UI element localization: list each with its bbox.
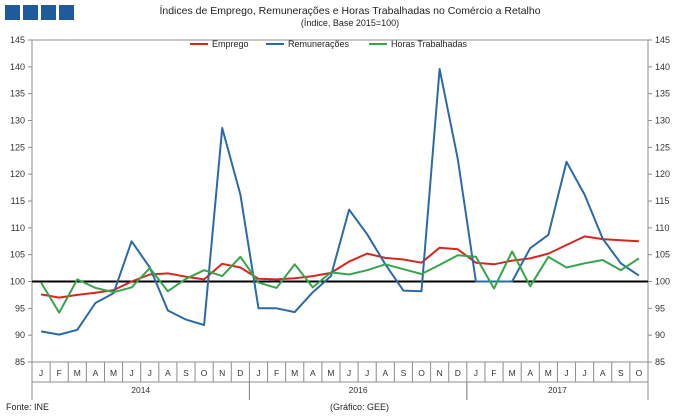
x-tick-label: D [237, 368, 243, 378]
x-tick-label: N [219, 368, 225, 378]
x-tick-label: J [582, 368, 586, 378]
y-tick-label-left: 115 [11, 196, 25, 206]
source-label: Fonte: INE [6, 402, 50, 412]
x-tick-label: J [347, 368, 351, 378]
y-tick-label-right: 135 [655, 89, 670, 99]
x-tick-label: J [365, 368, 369, 378]
y-tick-label-right: 145 [655, 35, 670, 45]
series-line-remunera-es [40, 68, 640, 336]
x-tick-label: M [545, 368, 552, 378]
x-tick-label: J [39, 368, 43, 378]
x-tick-label: S [618, 368, 624, 378]
legend-label: Horas Trabalhadas [391, 39, 468, 49]
x-tick-label: A [600, 368, 606, 378]
x-tick-label: F [491, 368, 496, 378]
x-tick-label: O [201, 368, 208, 378]
y-tick-label-left: 140 [10, 62, 25, 72]
x-tick-label: D [455, 368, 461, 378]
y-tick-label-right: 120 [655, 169, 670, 179]
chart-subtitle: (Índice, Base 2015=100) [300, 18, 400, 28]
logo-block-3 [41, 5, 56, 20]
series-line-horas-trabalhadas [40, 250, 640, 314]
y-tick-label-right: 115 [655, 196, 669, 206]
y-tick-label-right: 100 [655, 277, 670, 287]
x-tick-label: O [418, 368, 425, 378]
x-tick-label: F [274, 368, 279, 378]
y-tick-label-left: 120 [10, 169, 25, 179]
y-tick-label-left: 105 [10, 250, 25, 260]
y-tick-label-right: 140 [655, 62, 670, 72]
y-tick-label-right: 95 [655, 303, 665, 313]
legend-label: Emprego [212, 39, 249, 49]
y-tick-label-left: 110 [11, 223, 25, 233]
x-tick-label: J [130, 368, 134, 378]
x-year-label: 2017 [548, 385, 567, 395]
x-tick-label: M [327, 368, 334, 378]
y-tick-label-right: 85 [655, 357, 665, 367]
credit-label: (Gráfico: GEE) [330, 402, 390, 412]
x-tick-label: A [165, 368, 171, 378]
y-tick-label-left: 130 [10, 116, 25, 126]
x-tick-label: J [564, 368, 568, 378]
y-tick-label-left: 135 [10, 89, 25, 99]
x-tick-label: A [527, 368, 533, 378]
y-tick-label-left: 100 [10, 277, 25, 287]
x-tick-label: O [636, 368, 643, 378]
logo-block-4 [59, 5, 74, 20]
x-tick-label: S [401, 368, 407, 378]
y-tick-label-left: 95 [15, 303, 25, 313]
x-tick-label: M [291, 368, 298, 378]
y-tick-label-right: 90 [655, 330, 665, 340]
x-tick-label: N [437, 368, 443, 378]
x-tick-label: F [57, 368, 62, 378]
x-tick-label: M [74, 368, 81, 378]
x-tick-label: J [148, 368, 152, 378]
legend-label: Remunerações [288, 39, 350, 49]
y-tick-label-right: 130 [655, 116, 670, 126]
y-tick-label-left: 145 [10, 35, 25, 45]
plot-frame [31, 39, 649, 363]
x-tick-label: A [382, 368, 388, 378]
x-tick-label: A [93, 368, 99, 378]
x-year-label: 2014 [131, 385, 150, 395]
logo-block-2 [23, 5, 38, 20]
x-tick-label: S [183, 368, 189, 378]
x-tick-label: M [110, 368, 117, 378]
y-tick-label-right: 105 [655, 250, 670, 260]
x-year-label: 2016 [349, 385, 368, 395]
chart-title: Índices de Emprego, Remunerações e Horas… [159, 5, 541, 17]
x-tick-label: A [310, 368, 316, 378]
y-tick-label-right: 125 [655, 142, 670, 152]
logo-block-1 [5, 5, 20, 20]
x-tick-label: M [509, 368, 516, 378]
y-tick-label-left: 85 [15, 357, 25, 367]
y-tick-label-left: 90 [15, 330, 25, 340]
x-tick-label: J [256, 368, 260, 378]
y-tick-label-left: 125 [10, 142, 25, 152]
y-tick-label-right: 110 [655, 223, 669, 233]
x-tick-label: J [474, 368, 478, 378]
